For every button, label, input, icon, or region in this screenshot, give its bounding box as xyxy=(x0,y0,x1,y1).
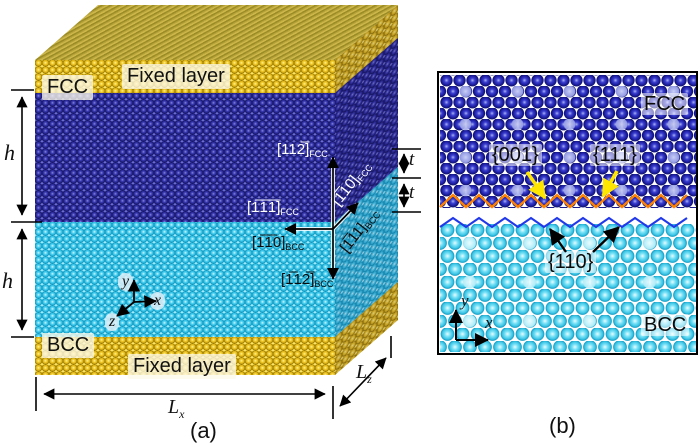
direction-index: [112̅] xyxy=(277,141,310,158)
direction-index: [1̅12̅] xyxy=(281,271,315,288)
axis-x-label-b: x xyxy=(485,313,493,332)
lz-dimension-label: Lz xyxy=(356,361,372,387)
panel-a-caption: (a) xyxy=(190,418,217,443)
front-fcc-layer xyxy=(35,93,335,222)
crystal-direction-down-bcc-label: [1̅12̅]BCC xyxy=(281,272,333,289)
t-upper-dimension-label: t xyxy=(409,149,415,170)
lx-dimension-label: Lx xyxy=(168,396,184,422)
bcc-region-label-b: BCC xyxy=(641,314,690,336)
facet-111-label: {111} xyxy=(590,144,640,166)
front-bcc-layer xyxy=(35,222,335,337)
direction-index: [1̅1̅0] xyxy=(252,234,286,251)
lx-subscript: x xyxy=(179,407,185,421)
box-front-face xyxy=(35,60,335,375)
direction-crystal: FCC xyxy=(280,207,299,217)
fcc-region-label: FCC xyxy=(42,75,94,100)
h-upper-dimension-label: h xyxy=(4,140,15,165)
crystal-direction-left-fcc-label: [1̅1̅1̅]FCC xyxy=(247,200,299,217)
axis-z-label-a: z xyxy=(105,313,120,331)
bcc-region-label: BCC xyxy=(42,333,95,358)
fixed-layer-bottom-label: Fixed layer xyxy=(128,354,236,379)
direction-index: [1̅1̅1̅] xyxy=(247,199,281,216)
lx-symbol: L xyxy=(168,396,180,418)
axis-x-label-a: x xyxy=(150,292,166,310)
facet-110-label: {110} xyxy=(545,251,597,273)
fixed-layer-top-label: Fixed layer xyxy=(122,64,230,89)
facet-001-label: {001} xyxy=(489,144,542,166)
crystal-direction-up-fcc-label: [112̅]FCC xyxy=(277,142,328,159)
lz-symbol: L xyxy=(356,361,368,383)
fcc-region-label-b: FCC xyxy=(641,93,689,115)
lx-dimension-arrow xyxy=(35,377,334,419)
crystal-direction-left-bcc-label: [1̅1̅0]BCC xyxy=(252,235,304,252)
direction-crystal: FCC xyxy=(309,149,328,159)
h-lower-dimension-arrow xyxy=(11,228,34,338)
direction-crystal: BCC xyxy=(314,279,334,289)
lz-subscript: z xyxy=(367,372,372,386)
direction-crystal: BCC xyxy=(285,242,305,252)
axis-y-label-a: y xyxy=(118,273,134,291)
t-lower-dimension-label: t xyxy=(409,182,415,203)
h-lower-dimension-label: h xyxy=(2,268,13,293)
axis-y-label-b: y xyxy=(461,291,469,310)
panel-b-caption: (b) xyxy=(549,413,576,438)
